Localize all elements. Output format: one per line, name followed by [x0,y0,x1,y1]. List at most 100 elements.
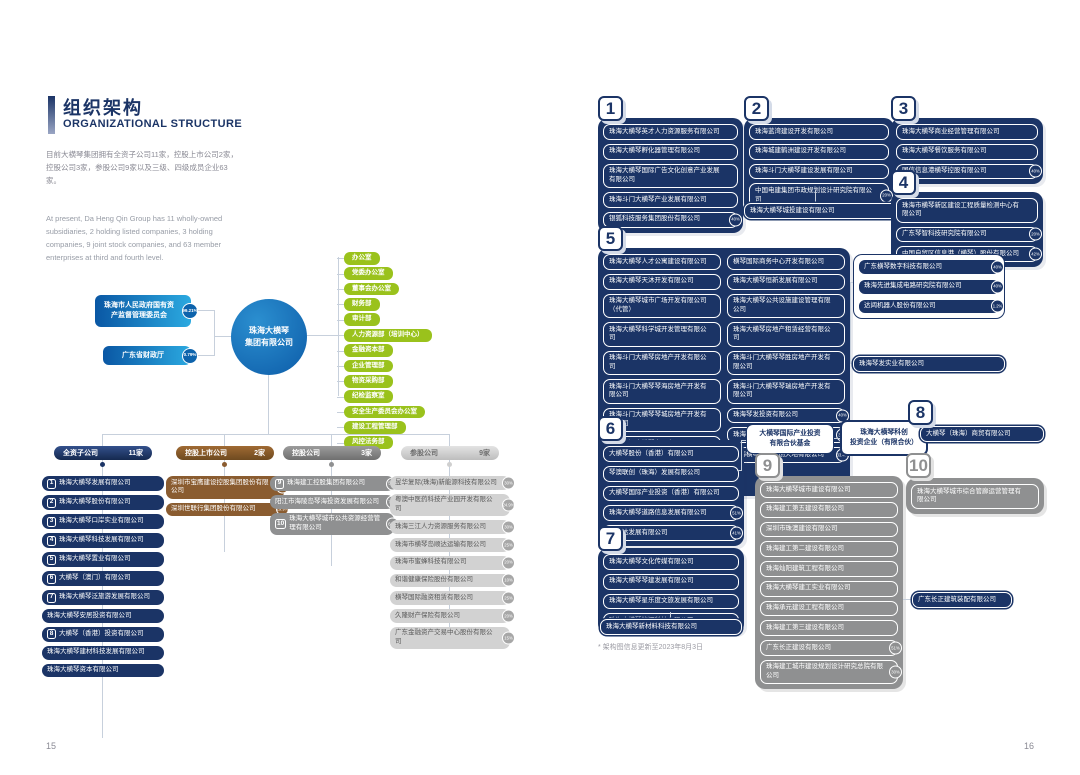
column-wholly-subsidiaries: 1 珠海大横琴发展有限公司 2 珠海大横琴股份有限公司 3 珠海大横琴口岸实业有限公司 4 珠… [42,476,164,678]
group-2-attached: 珠海大横琴城投建设有限公司49% [744,203,912,219]
company-box: 7 珠海大横琴泛旅游发展有限公司 [42,590,164,605]
company-name: 珠海大横琴资本有限公司 [47,666,119,674]
category-label: 全资子公司 [63,450,98,457]
update-footnote: * 架构图信息更新至2023年8月3日 [598,644,704,651]
company-box: 琴贵达发展有限公司 41% [603,525,743,541]
title-accent-bar [48,96,55,134]
group-number-2: 2 [744,96,769,121]
item-number-badge: 3 [47,516,56,527]
ownership-percent-badge: 1.2% [991,299,1004,313]
company-box: 珠海大横琴孵化器管理有限公司 [603,143,738,160]
item-number-badge: 10 [275,519,287,530]
connector-line [737,470,742,471]
company-name: 珠海大横琴新材料科技有限公司 [606,622,697,630]
group-number-6: 6 [598,416,623,441]
company-name: 珠海大横琴置业有限公司 [59,555,131,563]
company-box: 国信信息港横琴控股有限公司 40% [896,163,1042,180]
company-box: 珠海承元建设工程有限公司 [760,600,898,617]
ownership-percent-badge: 25% [502,538,515,552]
description-en: At present, Da Heng Qin Group has 11 who… [46,214,223,263]
ownership-percent-badge: 40% [729,213,742,227]
company-name: 珠海大横琴科技发展有限公司 [59,536,144,544]
company-box: 横琴国际商务中心开发有限公司 [727,254,845,270]
company-name: 珠海斗门大横琴琴胜房地产开发有限公司 [733,354,831,370]
connector-line [102,434,450,435]
company-box: 珠海琴发投资有限公司 40% [727,407,849,424]
group-1: 珠海大横琴英才人力资源服务有限公司 珠海大横琴孵化器管理有限公司 珠海大横琴国际广告… [598,118,743,233]
company-box: 10珠海大横琴城市公共资源经营管理有限公司60% [270,512,399,536]
connector-line [449,434,450,447]
company-box: 广东长正建筑装配有限公司 [912,592,1012,608]
ownership-percent-badge: 20% [502,556,515,570]
branch-dot [447,462,452,467]
company-name: 珠海大横琴星乐度文旅发展有限公司 [609,597,713,605]
company-box: 达闼机器人股份有限公司 1.2% [858,298,1004,315]
item-number-badge: 1 [47,478,56,489]
connector-line [670,612,671,619]
company-name: 人力资源部（培训中心） [352,330,424,338]
department-pill: 党委办公室 [337,267,393,281]
company-box: 珠海市横琴岛顺达运输有限公司 25% [390,538,515,552]
company-box: 8 大横琴（香港）投资有限公司 [42,626,164,642]
company-name: 财务部 [352,300,372,308]
company-name: 大横琴股份（香港）有限公司 [609,449,694,457]
company-name: 珠海斗门大横琴琴海房地产开发有限公司 [609,382,707,399]
company-name: 和谐健康保险股份有限公司 [395,576,473,584]
group-number-4: 4 [891,170,916,195]
category-label: 参股公司 [410,450,438,457]
ownership-percent-badge: 24.9% [502,498,515,512]
company-name: 珠海大横琴城市建设有限公司 [766,485,851,493]
company-name: 横琴国际商务中心开发有限公司 [733,257,824,265]
department-pill: 财务部 [337,298,380,311]
group-number-7: 7 [598,526,623,551]
page-number-right: 16 [1023,741,1034,751]
department-pill: 物资采购部 [337,374,393,388]
company-name: 物资采购部 [352,376,385,384]
ownership-percent-badge: 10% [502,573,515,587]
company-name: 久隆财产保险有限公司 [395,611,460,619]
company-box: 珠海建工城市建设规划设计研究总院有限公司 30% [760,659,902,685]
company-name: 珠海大横琴孵化器管理有限公司 [609,147,700,155]
category-count: 3家 [361,450,372,457]
category-header-listed: 控股上市公司 2家 [176,446,274,460]
company-box: 珠海大横琴国际广告文化创意产业发展有限公司 [603,163,738,189]
connector-line [815,190,816,204]
company-box: 珠海大横琴房地产租赁经营有限公司 [727,322,845,347]
company-box: 珠海大横琴城投建设有限公司49% [744,203,912,219]
core-company-name-line2: 集团有限公司 [245,338,293,347]
item-number-badge: 5 [47,554,56,565]
company-box: 珠海大横琴恒新发展有限公司 [727,273,845,290]
company-name: 珠海大横琴文化传媒有限公司 [609,557,694,565]
company-name: 深圳市珠澳建设有限公司 [766,525,838,533]
company-box: 珠海大横琴琴建发展有限公司 [603,573,739,590]
ownership-percent-badge: 40% [991,280,1004,294]
column-listed-companies: 深圳市宝鹰建设控股集团股份有限公司26.49% 深圳世联行集团股份有限公司29.9… [166,476,290,517]
company-name: 大横琴（香港）投资有限公司 [59,629,144,637]
company-name: 珠海市蜜蜂科技有限公司 [395,558,467,566]
company-name: 珠海斗门大横琴产业发展有限公司 [609,195,707,203]
company-box: 珠海大横琴城市建设有限公司 [760,482,898,498]
page-title-en: ORGANIZATIONAL STRUCTURE [63,118,243,130]
page-number-left: 15 [46,741,57,751]
company-name: 深圳市宝鹰建设控股集团股份有限公司 [171,478,269,495]
connector-line [191,310,214,311]
company-box: 珠海先进集成电路研究院有限公司 40% [858,278,1004,295]
department-pill: 人力资源部（培训中心） [337,328,432,342]
group-number-1: 1 [598,96,623,121]
shareholder-name: 珠海市人民政府国有资产监督管理委员会 [104,302,174,319]
group-10: 珠海大横琴城市综合管廊运营管理有限公司 [906,478,1044,514]
column-joint-stock: 昱华复际(珠海)新能源科技有限公司 30% 粤澳中医药科技产业园开发有限公司 24.9… [390,476,515,650]
item-number-badge: 8 [47,629,56,640]
company-box: 9珠海建工控股集团有限公司51% [270,476,399,491]
category-label: 控股上市公司 [185,450,227,457]
ownership-percent-badge: 20% [1029,227,1042,241]
company-box: 4 珠海大横琴科技发展有限公司 [42,533,164,548]
qinfa-industry-box: 珠海琴发实业有限公司 [853,356,1005,372]
company-name: 广东琴智科技研究院有限公司 [902,230,987,238]
ownership-percent-badge: 51% [889,641,902,655]
company-name: 阳江市海陵岛琴海投资发展有限公司 [275,497,379,505]
ownership-percent-badge: 40% [991,260,1004,274]
connector-line [741,440,742,470]
company-box: 珠海大横琴新材料科技有限公司 [600,619,742,635]
